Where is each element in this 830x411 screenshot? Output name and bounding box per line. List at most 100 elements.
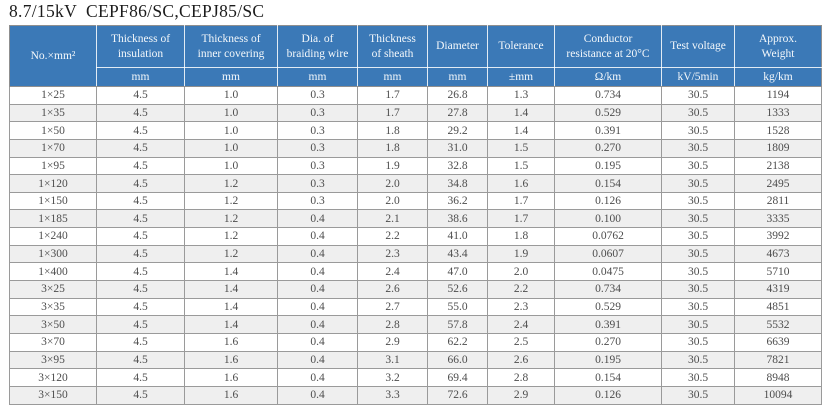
table-row: 3×120 4.5 1.6 0.4 3.2 69.4 2.8 0.154 30.5 8948 [9,368,822,387]
table-cell: 0.4 [277,244,358,264]
table-cell: 30.5 [661,86,735,105]
table-cell: 0.734 [554,86,662,105]
table-cell: 30.5 [661,315,735,334]
table-cell: 1809 [734,138,822,158]
table-cell: 0.126 [554,385,662,405]
table-cell: 0.4 [277,385,358,405]
table-cell: 0.4 [277,297,358,317]
table-cell: 0.270 [554,332,662,352]
table-cell: 2.6 [487,350,555,370]
table-cell: 4.5 [96,315,185,334]
table-cell: 3.2 [357,368,428,387]
page-title: 8.7/15kV CEPF86/SC,CEPJ85/SC [9,1,265,21]
table-cell: 30.5 [661,191,735,211]
column-unit: kg/km [734,67,822,87]
spec-table: No.×mm² Thickness of insulation Thickness… [9,25,822,405]
table-cell: 1.0 [184,156,278,176]
table-cell: 0.3 [277,86,358,105]
table-header-row-labels: No.×mm² Thickness of insulation Thickness… [9,25,822,87]
table-cell: 2.8 [357,315,428,334]
table-cell: 2.3 [357,244,428,264]
table-cell: 3.3 [357,385,428,405]
table-cell: 2.2 [487,280,555,299]
table-row: 3×35 4.5 1.4 0.4 2.7 55.0 2.3 0.529 30.5 4851 [9,297,822,317]
column-header: Tolerance [487,25,555,68]
cell-size: 3×95 [9,350,97,370]
table-cell: 4.5 [96,121,185,140]
table-cell: 30.5 [661,138,735,158]
column-unit: mm [277,67,358,87]
table-cell: 0.3 [277,174,358,193]
table-row: 1×25 4.5 1.0 0.3 1.7 26.8 1.3 0.734 30.5 1194 [9,86,822,105]
table-header: No.×mm² Thickness of insulation Thickness… [9,25,822,87]
table-cell: 1.9 [487,244,555,264]
table-row: 3×150 4.5 1.6 0.4 3.3 72.6 2.9 0.126 30.5 10094 [9,385,822,405]
table-cell: 1.4 [487,121,555,140]
table-row: 3×95 4.5 1.6 0.4 3.1 66.0 2.6 0.195 30.5 7821 [9,350,822,370]
table-cell: 66.0 [427,350,488,370]
table-cell: 30.5 [661,103,735,123]
column-header: Thickness of sheath [357,25,428,68]
table-cell: 0.4 [277,368,358,387]
cell-size: 1×240 [9,227,97,246]
table-cell: 1.4 [184,280,278,299]
table-row: 1×120 4.5 1.2 0.3 2.0 34.8 1.6 0.154 30.5 2495 [9,174,822,193]
table-cell: 1.6 [184,368,278,387]
column-unit: kV/5min [661,67,735,87]
table-cell: 30.5 [661,350,735,370]
cell-size: 1×300 [9,244,97,264]
table-cell: 30.5 [661,297,735,317]
table-cell: 3.1 [357,350,428,370]
table-cell: 1.7 [357,86,428,105]
table-cell: 6639 [734,332,822,352]
column-header: Dia. of braiding wire [277,25,358,68]
table-cell: 2.0 [357,174,428,193]
table-cell: 30.5 [661,121,735,140]
table-cell: 2.0 [357,191,428,211]
table-cell: 7821 [734,350,822,370]
table-cell: 0.100 [554,209,662,229]
table-cell: 72.6 [427,385,488,405]
table-cell: 4.5 [96,280,185,299]
cell-size: 3×150 [9,385,97,405]
table-cell: 30.5 [661,174,735,193]
table-row: 1×300 4.5 1.2 0.4 2.3 43.4 1.9 0.0607 30.5 4673 [9,244,822,264]
cell-size: 3×25 [9,280,97,299]
column-header: Diameter [427,25,488,68]
table-cell: 0.734 [554,280,662,299]
table-cell: 4.5 [96,332,185,352]
table-cell: 57.8 [427,315,488,334]
table-cell: 0.4 [277,315,358,334]
table-cell: 43.4 [427,244,488,264]
table-cell: 0.3 [277,156,358,176]
column-header: Conductor resistance at 20°C [554,25,662,68]
table-cell: 30.5 [661,227,735,246]
table-cell: 27.8 [427,103,488,123]
table-cell: 52.6 [427,280,488,299]
table-cell: 1.7 [487,209,555,229]
table-cell: 2.3 [487,297,555,317]
table-cell: 0.3 [277,191,358,211]
column-unit: Ω/km [554,67,662,87]
table-cell: 1.0 [184,121,278,140]
table-cell: 1.6 [184,385,278,405]
table-cell: 2.9 [487,385,555,405]
table-cell: 3335 [734,209,822,229]
table-cell: 1.9 [357,156,428,176]
table-cell: 2.1 [357,209,428,229]
table-cell: 0.3 [277,121,358,140]
table-cell: 2811 [734,191,822,211]
table-row: 1×400 4.5 1.4 0.4 2.4 47.0 2.0 0.0475 30.5 5710 [9,262,822,282]
cell-size: 3×70 [9,332,97,352]
table-cell: 26.8 [427,86,488,105]
table-cell: 1.6 [184,332,278,352]
column-header-size: No.×mm² [9,25,97,87]
table-cell: 1.5 [487,138,555,158]
table-cell: 69.4 [427,368,488,387]
cell-size: 1×95 [9,156,97,176]
table-cell: 0.0607 [554,244,662,264]
table-cell: 0.391 [554,121,662,140]
table-cell: 1.3 [487,86,555,105]
table-cell: 4851 [734,297,822,317]
cell-size: 3×35 [9,297,97,317]
